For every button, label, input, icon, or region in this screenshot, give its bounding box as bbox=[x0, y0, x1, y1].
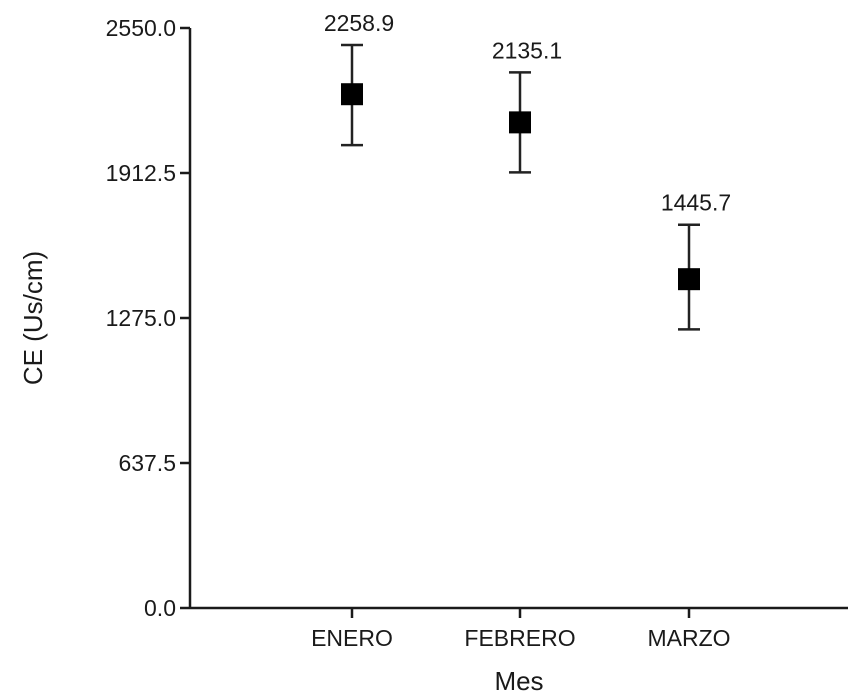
y-axis: 0.0 637.5 1275.0 1912.5 2550.0 bbox=[106, 15, 192, 621]
data-label: 2135.1 bbox=[492, 37, 562, 63]
y-tick-label: 2550.0 bbox=[106, 15, 176, 41]
data-point bbox=[509, 111, 531, 134]
data-point bbox=[341, 83, 363, 106]
plot-area: 2258.9 2135.1 1445.7 bbox=[324, 10, 731, 331]
data-point-group: 2258.9 bbox=[324, 10, 394, 147]
y-tick-label: 1912.5 bbox=[106, 160, 176, 186]
y-tick-label: 1275.0 bbox=[106, 305, 176, 331]
x-tick-label: FEBRERO bbox=[464, 625, 575, 651]
data-point-group: 1445.7 bbox=[661, 190, 731, 331]
data-label: 2258.9 bbox=[324, 10, 394, 36]
y-tick-label: 637.5 bbox=[118, 450, 176, 476]
y-axis-title: CE (Us/cm) bbox=[18, 251, 48, 385]
x-axis-title: Mes bbox=[494, 666, 543, 696]
x-tick-label: MARZO bbox=[647, 625, 730, 651]
data-point bbox=[678, 268, 700, 291]
x-axis: ENERO FEBRERO MARZO bbox=[190, 606, 848, 651]
data-point-group: 2135.1 bbox=[492, 37, 562, 174]
y-tick-label: 0.0 bbox=[144, 595, 176, 621]
data-label: 1445.7 bbox=[661, 190, 731, 216]
x-tick-label: ENERO bbox=[311, 625, 393, 651]
